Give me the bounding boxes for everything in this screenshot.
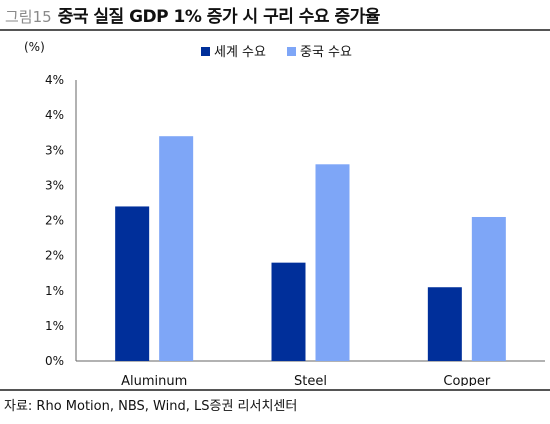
figure-title: 중국 실질 GDP 1% 증가 시 구리 수요 증가율 [57,7,381,27]
source-divider [0,389,550,391]
y-tick-label: 4% [45,108,64,122]
y-tick-label: 0% [45,354,64,368]
legend-label-2: 중국 수요 [300,45,352,60]
figure-title-row: 그림15 중국 실질 GDP 1% 증가 시 구리 수요 증가율 [5,2,380,30]
bar-aluminum-series-1 [115,206,150,361]
bar-copper-series-2 [471,216,506,361]
x-category-label: Copper [443,374,491,386]
y-tick-label: 2% [45,214,64,228]
y-tick-label: 1% [45,319,64,333]
title-divider [0,29,550,31]
y-tick-label: 3% [45,143,64,157]
y-tick-label: 3% [45,178,64,192]
bar-chart: (%) 0% 1% 1% 2% 2% 3% 3% 4% 4% Aluminum Steel Copper… [24,40,545,386]
bar-copper-series-1 [427,287,462,361]
legend-swatch-2 [287,47,296,56]
legend-swatch-1 [201,47,210,56]
bar-steel-series-1 [271,262,306,361]
y-axis-unit-label: (%) [24,40,45,54]
y-tick-label: 1% [45,284,64,298]
source-note: 자료: Rho Motion, NBS, Wind, LS증권 리서치센터 [4,399,298,414]
y-tick-label: 2% [45,249,64,263]
x-category-label: Aluminum [121,374,187,386]
x-category-label: Steel [294,374,327,386]
bar-aluminum-series-2 [159,136,194,361]
y-tick-label: 4% [45,73,64,87]
bar-steel-series-2 [315,164,350,361]
legend-label-1: 세계 수요 [214,45,266,60]
figure-label: 그림15 [5,8,52,26]
